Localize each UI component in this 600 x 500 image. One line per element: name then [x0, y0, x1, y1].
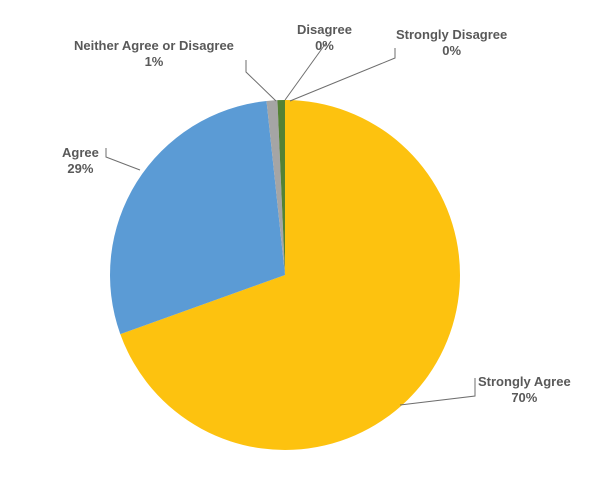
- leader-line: [246, 60, 276, 101]
- leader-line: [290, 48, 395, 101]
- pie-chart: Strongly Agree 70% Agree 29% Neither Agr…: [0, 0, 600, 500]
- leader-line: [285, 43, 326, 100]
- leader-line: [106, 148, 140, 170]
- pie-svg: [0, 0, 600, 500]
